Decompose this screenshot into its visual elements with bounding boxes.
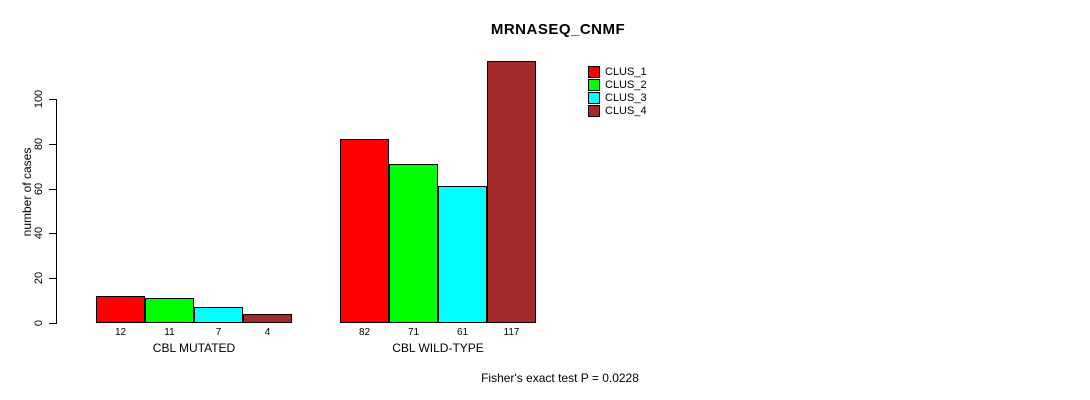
y-tick-mark [49, 143, 56, 145]
y-axis-label: number of cases [20, 147, 34, 237]
legend-swatch-icon [588, 79, 600, 91]
legend-swatch-icon [588, 105, 600, 117]
legend-label: CLUS_4 [605, 105, 647, 117]
bar-value-label: 82 [358, 327, 371, 338]
bar-clus_1-cbl-wild-type [340, 139, 389, 323]
group-label-cbl-mutated: CBL MUTATED [152, 341, 236, 355]
legend-label: CLUS_3 [605, 92, 647, 104]
bar-clus_3-cbl-wild-type [438, 186, 487, 323]
bar-value-label: 4 [264, 327, 271, 338]
bar-value-label: 12 [114, 327, 127, 338]
y-tick-mark [49, 99, 56, 100]
bar-value-label: 7 [215, 327, 222, 338]
bar-value-label: 117 [503, 327, 520, 338]
bar-value-label: 11 [164, 327, 175, 338]
annotation-text: Fisher's exact test P = 0.0228 [481, 371, 639, 385]
bar-clus_4-cbl-mutated [243, 314, 292, 323]
y-tick-mark [49, 233, 56, 235]
y-tick-label: 40 [33, 227, 45, 240]
bar-value-label: 71 [407, 327, 420, 338]
bar-clus_1-cbl-mutated [96, 296, 145, 323]
chart-title: MRNASEQ_CNMF [490, 21, 626, 38]
y-tick-label: 0 [33, 319, 45, 327]
y-tick-label: 80 [33, 137, 45, 150]
bar-clus_2-cbl-wild-type [389, 164, 438, 323]
legend-swatch-icon [588, 66, 600, 78]
bar-clus_3-cbl-mutated [194, 307, 243, 323]
legend-swatch-icon [588, 92, 600, 104]
y-tick-mark [49, 323, 56, 324]
legend-label: CLUS_1 [605, 66, 647, 78]
y-tick-label: 20 [33, 272, 45, 285]
group-label-cbl-wild-type: CBL WILD-TYPE [392, 341, 484, 355]
bar-clus_4-cbl-wild-type [487, 61, 536, 323]
bar-value-label: 61 [456, 327, 469, 338]
bar-clus_2-cbl-mutated [145, 298, 194, 323]
y-tick-label: 60 [33, 182, 45, 195]
y-axis-line [56, 99, 57, 324]
y-tick-label: 100 [33, 89, 45, 109]
y-tick-mark [49, 188, 56, 190]
legend-label: CLUS_2 [605, 79, 647, 91]
y-tick-mark [49, 278, 56, 280]
